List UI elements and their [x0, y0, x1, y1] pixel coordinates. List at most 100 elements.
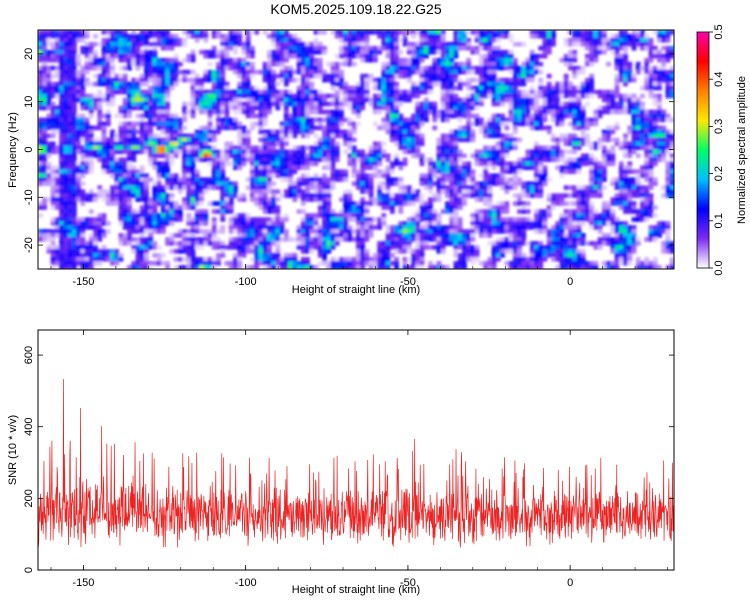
heatmap-cell: [538, 217, 544, 222]
heatmap-cell: [542, 37, 548, 43]
heatmap-cell: [631, 93, 637, 99]
heatmap-cell: [216, 81, 221, 87]
heatmap-cell: [279, 45, 285, 51]
heatmap-cell: [669, 173, 674, 178]
heatmap-cell: [203, 137, 209, 143]
heatmap-cell: [491, 81, 497, 87]
heatmap-cell: [419, 69, 425, 75]
heatmap-cell: [453, 161, 459, 167]
heatmap-cell: [63, 181, 69, 186]
heatmap-cell: [59, 133, 65, 139]
heatmap-cell: [67, 145, 73, 151]
heatmap-cell: [114, 149, 120, 155]
heatmap-cell: [127, 81, 132, 87]
heatmap-cell: [381, 185, 387, 190]
heatmap-cell: [101, 161, 107, 167]
heatmap-cell: [466, 169, 472, 174]
heatmap-cell: [262, 65, 268, 71]
heatmap-cell: [580, 69, 586, 75]
heatmap-cell: [160, 117, 166, 123]
heatmap-cell: [160, 101, 166, 107]
heatmap-cell: [525, 209, 531, 214]
heatmap-cell: [114, 73, 120, 79]
heatmap-cell: [266, 173, 272, 178]
heatmap-cell: [233, 33, 238, 39]
heatmap-cell: [258, 153, 264, 159]
heatmap-cell: [224, 125, 230, 131]
heatmap-cell: [618, 109, 624, 115]
heatmap-cell: [220, 157, 226, 163]
heatmap-cell: [84, 49, 90, 55]
heatmap-cell: [398, 193, 404, 198]
heatmap-cell: [139, 165, 145, 171]
heatmap-cell: [326, 133, 332, 139]
heatmap-cell: [144, 209, 149, 214]
heatmap-cell: [453, 49, 459, 55]
heatmap-cell: [254, 30, 260, 35]
heatmap-cell: [216, 49, 221, 55]
heatmap-cell: [500, 137, 505, 143]
heatmap-cell: [584, 197, 590, 202]
heatmap-cell: [614, 125, 620, 131]
heatmap-cell: [165, 169, 171, 174]
heatmap-cell: [71, 77, 77, 83]
heatmap-cell: [559, 169, 565, 174]
heatmap-cell: [512, 109, 518, 115]
heatmap-cell: [190, 69, 196, 75]
heatmap-cell: [529, 97, 535, 103]
heatmap-cell: [644, 193, 650, 198]
heatmap-cell: [551, 41, 556, 47]
heatmap-cell: [584, 85, 590, 91]
heatmap-cell: [351, 89, 357, 95]
heatmap-cell: [317, 153, 323, 159]
heatmap-cell: [135, 141, 141, 147]
heatmap-cell: [593, 45, 599, 51]
heatmap-cell: [190, 177, 196, 182]
heatmap-cell: [394, 177, 399, 182]
heatmap-cell: [110, 197, 115, 202]
heatmap-cell: [80, 101, 86, 107]
heatmap-cell: [428, 197, 433, 202]
heatmap-cell: [512, 57, 518, 63]
heatmap-cell: [389, 89, 395, 95]
heatmap-cell: [97, 193, 103, 198]
heatmap-cell: [462, 129, 467, 135]
heatmap-cell: [453, 93, 459, 99]
heatmap-cell: [610, 93, 616, 99]
heatmap-cell: [551, 145, 556, 151]
heatmap-cell: [46, 53, 52, 59]
heatmap-cell: [398, 101, 404, 107]
heatmap-cell: [122, 89, 128, 95]
heatmap-cell: [216, 201, 221, 206]
heatmap-cell: [462, 201, 467, 206]
heatmap-cell: [555, 97, 561, 103]
heatmap-cell: [487, 85, 493, 91]
heatmap-cell: [500, 30, 505, 35]
heatmap-cell: [457, 201, 463, 206]
heatmap-cell: [491, 217, 497, 222]
heatmap-cell: [84, 93, 90, 99]
heatmap-cell: [139, 73, 145, 79]
heatmap-cell: [534, 113, 539, 119]
heatmap-cell: [580, 33, 586, 39]
heatmap-cell: [661, 53, 667, 59]
heatmap-cell: [614, 33, 620, 39]
heatmap-cell: [118, 41, 124, 47]
heatmap-cell: [199, 89, 204, 95]
heatmap-cell: [440, 53, 446, 59]
heatmap-cell: [377, 169, 383, 174]
heatmap-cell: [177, 77, 183, 83]
heatmap-cell: [584, 37, 590, 43]
heatmap-cell: [631, 181, 637, 186]
heatmap-cell: [148, 217, 154, 222]
heatmap-cell: [563, 141, 569, 147]
heatmap-cell: [139, 149, 145, 155]
heatmap-cell: [135, 145, 141, 151]
heatmap-cell: [508, 177, 514, 182]
heatmap-cell: [572, 53, 578, 59]
heatmap-cell: [182, 205, 187, 210]
heatmap-cell: [160, 217, 166, 222]
heatmap-cell: [572, 109, 578, 115]
heatmap-cell: [385, 41, 391, 47]
